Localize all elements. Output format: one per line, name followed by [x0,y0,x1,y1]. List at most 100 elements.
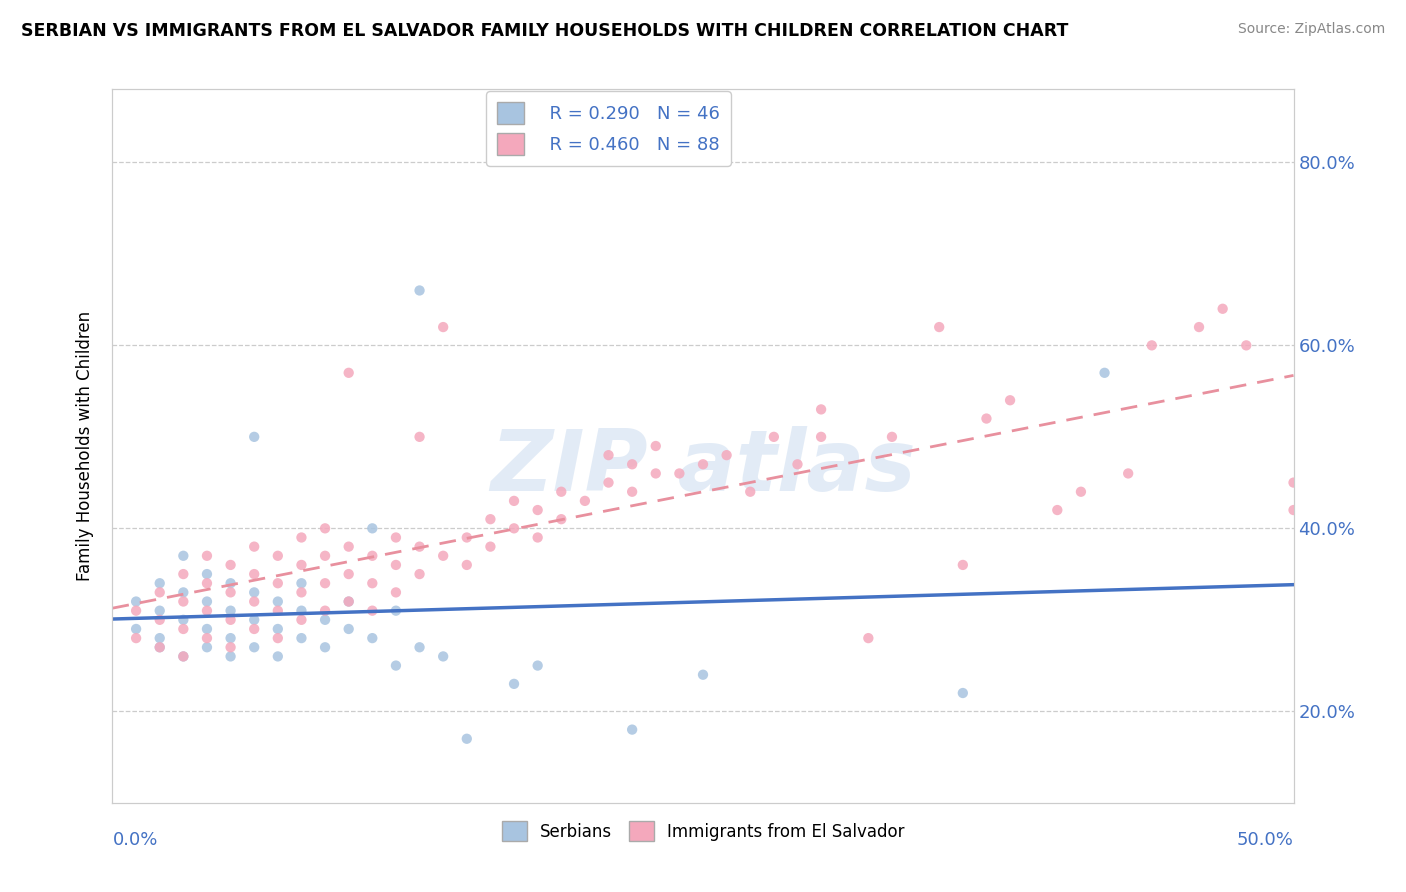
Point [503,677,526,691]
Point [219,585,242,599]
Point [1282,503,1305,517]
Point [1188,320,1211,334]
Point [644,439,666,453]
Point [195,576,218,591]
Point [692,667,714,681]
Point [337,622,360,636]
Point [361,549,384,563]
Point [195,640,218,655]
Point [290,604,312,618]
Point [740,484,762,499]
Point [526,531,548,545]
Point [195,622,218,636]
Point [243,622,266,636]
Point [243,640,266,655]
Point [172,594,194,608]
Point [1212,301,1234,316]
Point [267,604,290,618]
Point [337,366,360,380]
Point [219,649,242,664]
Point [810,402,832,417]
Point [456,731,478,746]
Point [621,723,644,737]
Point [952,686,974,700]
Point [762,430,785,444]
Text: SERBIAN VS IMMIGRANTS FROM EL SALVADOR FAMILY HOUSEHOLDS WITH CHILDREN CORRELATI: SERBIAN VS IMMIGRANTS FROM EL SALVADOR F… [21,22,1069,40]
Point [621,484,644,499]
Point [668,467,690,481]
Point [243,594,266,608]
Point [621,458,644,472]
Point [361,604,384,618]
Point [1046,503,1069,517]
Point [952,558,974,572]
Point [385,604,408,618]
Point [314,604,336,618]
Point [172,613,194,627]
Point [172,649,194,664]
Point [267,649,290,664]
Point [267,576,290,591]
Point [125,631,148,645]
Point [385,658,408,673]
Point [526,503,548,517]
Point [314,613,336,627]
Point [172,567,194,582]
Point [408,640,430,655]
Point [195,631,218,645]
Point [337,540,360,554]
Point [976,411,998,425]
Point [432,649,454,664]
Point [219,604,242,618]
Point [550,512,572,526]
Point [786,458,808,472]
Point [479,540,502,554]
Point [267,622,290,636]
Point [880,430,903,444]
Text: Source: ZipAtlas.com: Source: ZipAtlas.com [1237,22,1385,37]
Point [314,640,336,655]
Point [125,622,148,636]
Point [219,558,242,572]
Point [290,576,312,591]
Point [361,521,384,535]
Point [172,549,194,563]
Point [408,540,430,554]
Point [598,448,620,462]
Point [149,613,172,627]
Point [858,631,880,645]
Point [149,604,172,618]
Point [337,594,360,608]
Point [550,484,572,499]
Point [219,576,242,591]
Point [243,585,266,599]
Point [149,631,172,645]
Point [290,558,312,572]
Point [503,521,526,535]
Point [172,649,194,664]
Point [314,521,336,535]
Legend: Serbians, Immigrants from El Salvador: Serbians, Immigrants from El Salvador [495,814,911,848]
Point [408,430,430,444]
Point [408,284,430,298]
Point [574,494,596,508]
Point [125,604,148,618]
Point [243,430,266,444]
Point [172,585,194,599]
Y-axis label: Family Households with Children: Family Households with Children [76,311,94,581]
Point [408,567,430,582]
Point [644,467,666,481]
Point [195,549,218,563]
Point [361,576,384,591]
Point [125,594,148,608]
Point [1070,484,1092,499]
Point [503,494,526,508]
Text: 0.0%: 0.0% [112,831,157,849]
Point [337,594,360,608]
Point [526,658,548,673]
Point [337,567,360,582]
Point [456,531,478,545]
Point [1282,475,1305,490]
Text: 50.0%: 50.0% [1237,831,1294,849]
Point [243,567,266,582]
